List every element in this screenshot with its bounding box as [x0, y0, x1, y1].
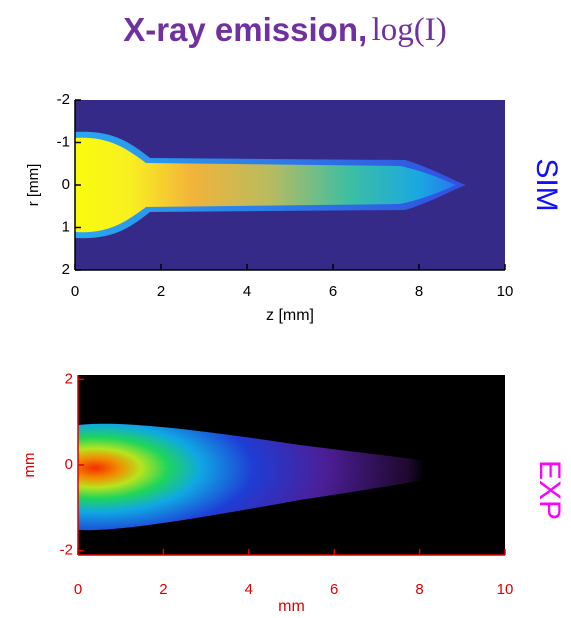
x-tick-label: 6 — [330, 581, 338, 598]
y-tick-label: 0 — [65, 456, 73, 473]
x-tick-label: 10 — [497, 283, 514, 300]
title-formula: log(I) — [372, 12, 447, 48]
y-tick-label: 1 — [62, 218, 70, 235]
y-tick-label: -2 — [60, 542, 73, 559]
y-tick-label: 2 — [62, 261, 70, 278]
y-axis-label: mm — [21, 453, 38, 478]
x-tick-label: 8 — [415, 283, 423, 300]
title: X-ray emission, log(I) — [123, 11, 447, 48]
y-tick-label: 2 — [65, 370, 73, 387]
y-tick-label: 0 — [62, 176, 70, 193]
y-axis-label: r [mm] — [25, 164, 42, 207]
x-axis-label: z [mm] — [266, 307, 314, 324]
x-tick-label: 4 — [243, 283, 251, 300]
x-tick-label: 2 — [159, 581, 167, 598]
title-text: X-ray emission, — [123, 11, 367, 48]
y-tick-label: -1 — [57, 133, 70, 150]
x-tick-label: 2 — [157, 283, 165, 300]
y-tick-label: -2 — [57, 91, 70, 108]
side-label: EXP — [533, 460, 566, 520]
x-tick-label: 0 — [71, 283, 79, 300]
x-tick-label: 6 — [329, 283, 337, 300]
sim-plume — [75, 137, 456, 233]
x-axis-label: mm — [278, 598, 305, 615]
x-tick-label: 4 — [245, 581, 253, 598]
x-tick-label: 0 — [74, 581, 82, 598]
exp-plume — [78, 423, 480, 531]
x-tick-label: 8 — [415, 581, 423, 598]
x-tick-label: 10 — [497, 581, 514, 598]
side-label: SIM — [530, 158, 563, 211]
